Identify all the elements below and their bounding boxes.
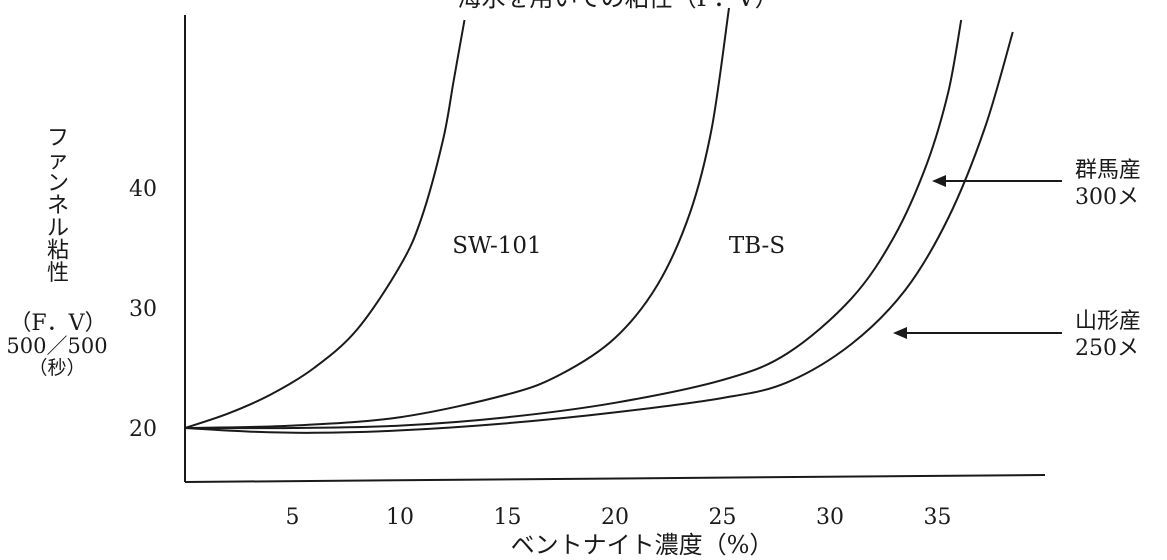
y-tick-labels: 20 30 40 bbox=[129, 177, 157, 442]
x-tick-label: 30 bbox=[816, 505, 844, 530]
y-axis-label-char: 粘 bbox=[47, 239, 69, 264]
x-tick-label: 10 bbox=[386, 505, 414, 530]
gunma-label: 300メ bbox=[1075, 185, 1139, 210]
series-label-sw-101: SW-101 bbox=[452, 233, 541, 259]
gunma-label: 群馬産 bbox=[1075, 158, 1141, 183]
y-axis-label-char: フ bbox=[47, 126, 69, 151]
y-axis-label-char: ン bbox=[47, 171, 69, 196]
x-tick-label: 5 bbox=[286, 505, 300, 530]
curve-tb-s bbox=[184, 7, 730, 429]
y-axis-label-char: ネ bbox=[47, 194, 69, 219]
axes bbox=[184, 15, 1046, 483]
x-tick-label: 35 bbox=[924, 505, 952, 530]
yamagata-label: 250メ bbox=[1075, 336, 1139, 361]
y-tick-label: 40 bbox=[129, 177, 157, 202]
curve-yamagata bbox=[184, 31, 1014, 434]
y-axis-label-char: ァ bbox=[47, 149, 69, 174]
y-axis-label-char: 性 bbox=[47, 261, 69, 286]
gunma-arrowhead bbox=[932, 175, 946, 187]
y-tick-label: 30 bbox=[129, 297, 157, 322]
series-curves bbox=[184, 7, 1014, 434]
chart-title: 海水を用いての粘性（F．V） bbox=[457, 0, 778, 12]
x-tick-label: 25 bbox=[709, 505, 737, 530]
y-tick-label: 20 bbox=[129, 417, 157, 442]
x-axis-line bbox=[184, 474, 1046, 483]
y-axis-label-ratio: 500／500 bbox=[6, 334, 107, 358]
y-axis-label-char: ル bbox=[47, 216, 69, 241]
x-tick-label: 20 bbox=[601, 505, 629, 530]
y-axis-label-seconds: （秒） bbox=[28, 357, 85, 379]
x-axis-label: ベントナイト濃度（%） bbox=[511, 531, 774, 559]
curve-sw-101 bbox=[184, 19, 466, 429]
yamagata-label: 山形産 bbox=[1075, 309, 1141, 334]
yamagata-arrowhead bbox=[893, 327, 907, 339]
curve-gunma bbox=[184, 19, 963, 430]
x-tick-labels: 5 10 15 20 25 30 35 bbox=[286, 505, 952, 530]
x-tick-label: 15 bbox=[494, 505, 522, 530]
y-axis-label-unit: （F．V） bbox=[9, 311, 106, 336]
series-label-tb-s: TB-S bbox=[729, 233, 785, 259]
